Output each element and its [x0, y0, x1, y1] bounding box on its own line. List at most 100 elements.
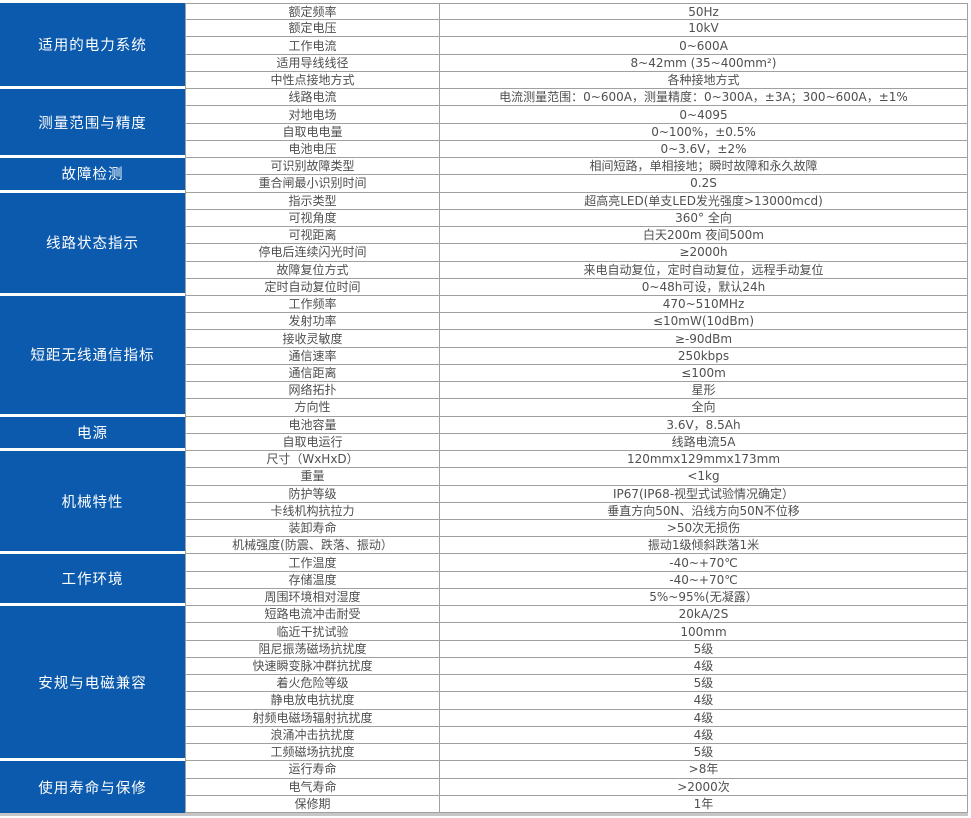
param-cell: 发射功率 [185, 313, 440, 331]
param-cell: 电池容量 [185, 416, 440, 434]
value-cell: 120mmx129mmx173mm [440, 451, 968, 469]
value-cell: ≥-90dBm [440, 330, 968, 348]
param-cell: 接收灵敏度 [185, 330, 440, 348]
value-cell: 线路电流5A [440, 433, 968, 452]
category-cell: 安规与电磁兼容 [0, 606, 185, 762]
value-cell: 0~48h可设，默认24h [440, 278, 968, 296]
value-cell: 3.6V，8.5Ah [440, 416, 968, 434]
category-cell: 故障检测 [0, 158, 185, 193]
value-cell: 100mm [440, 623, 968, 641]
value-cell: 5级 [440, 675, 968, 693]
value-cell: 0~100%，±0.5% [440, 123, 968, 141]
param-cell: 重量 [185, 468, 440, 486]
category-cell: 测量范围与精度 [0, 89, 185, 159]
value-cell: 相间短路，单相接地；瞬时故障和永久故障 [440, 158, 968, 176]
param-cell: 着火危险等级 [185, 675, 440, 693]
value-cell: 10kV [440, 20, 968, 38]
param-cell: 临近干扰试验 [185, 623, 440, 641]
category-cell: 适用的电力系统 [0, 3, 185, 90]
param-cell: 适用导线线径 [185, 54, 440, 72]
param-cell: 自取电运行 [185, 433, 440, 452]
param-cell: 卡线机构抗拉力 [185, 502, 440, 521]
category-cell: 线路状态指示 [0, 192, 185, 296]
param-cell: 重合闸最小识别时间 [185, 175, 440, 193]
value-cell: 超高亮LED(单支LED发光强度>13000mcd) [440, 192, 968, 210]
category-cell: 机械特性 [0, 451, 185, 555]
param-cell: 通信速率 [185, 347, 440, 365]
param-cell: 工频磁场抗扰度 [185, 744, 440, 762]
value-cell: ≤100m [440, 364, 968, 383]
value-cell: 各种接地方式 [440, 71, 968, 90]
value-cell: 0~3.6V，±2% [440, 140, 968, 159]
param-cell: 工作温度 [185, 554, 440, 572]
param-cell: 静电放电抗扰度 [185, 692, 440, 710]
param-cell: 保修期 [185, 795, 440, 813]
param-cell: 机械强度(防震、跌落、振动） [185, 537, 440, 555]
param-cell: 电气寿命 [185, 778, 440, 796]
param-cell: 故障复位方式 [185, 261, 440, 279]
value-cell: 250kbps [440, 347, 968, 365]
value-cell: >50次无损伤 [440, 520, 968, 538]
param-cell: 停电后连续闪光时间 [185, 244, 440, 262]
value-cell: IP67(IP68-视型式试验情况确定） [440, 485, 968, 503]
value-cell: 垂直方向50N、沿线方向50N不位移 [440, 502, 968, 521]
param-cell: 可视角度 [185, 209, 440, 228]
param-cell: 额定电压 [185, 20, 440, 38]
value-cell: -40~+70℃ [440, 571, 968, 589]
param-cell: 防护等级 [185, 485, 440, 503]
param-cell: 射频电磁场辐射抗扰度 [185, 709, 440, 727]
param-cell: 浪涌冲击抗扰度 [185, 726, 440, 745]
value-cell: 来电自动复位，定时自动复位，远程手动复位 [440, 261, 968, 279]
value-cell: 全向 [440, 399, 968, 417]
value-cell: ≤10mW(10dBm) [440, 313, 968, 331]
value-cell: 50Hz [440, 3, 968, 21]
param-cell: 工作电流 [185, 37, 440, 55]
value-cell: 5级 [440, 640, 968, 658]
param-cell: 阻尼振荡磁场抗扰度 [185, 640, 440, 658]
param-cell: 可识别故障类型 [185, 158, 440, 176]
value-cell: 0~600A [440, 37, 968, 55]
param-cell: 可视距离 [185, 227, 440, 245]
param-cell: 周围环境相对湿度 [185, 588, 440, 607]
value-cell: 1年 [440, 795, 968, 813]
param-cell: 通信距离 [185, 364, 440, 383]
category-cell: 电源 [0, 416, 185, 452]
value-cell: 星形 [440, 382, 968, 400]
value-cell: 4级 [440, 657, 968, 676]
param-cell: 快速瞬变脉冲群抗扰度 [185, 657, 440, 676]
value-cell: 20kA/2S [440, 606, 968, 624]
param-cell: 工作频率 [185, 295, 440, 314]
param-cell: 存储温度 [185, 571, 440, 589]
param-cell: 电池电压 [185, 140, 440, 159]
value-cell: 白天200m 夜间500m [440, 227, 968, 245]
param-cell: 方向性 [185, 399, 440, 417]
param-cell: 尺寸（WxHxD） [185, 451, 440, 469]
category-cell: 工作环境 [0, 554, 185, 607]
value-cell: ≥2000h [440, 244, 968, 262]
value-cell: <1kg [440, 468, 968, 486]
value-cell: 4级 [440, 726, 968, 745]
value-cell: -40~+70℃ [440, 554, 968, 572]
value-cell: 4级 [440, 692, 968, 710]
spec-table: 适用的电力系统 额定频率 50Hz 额定电压 10kV 工作电流 0~600A 适用导线线径 8… [0, 3, 968, 816]
value-cell: 470~510MHz [440, 295, 968, 314]
value-cell: 0~4095 [440, 106, 968, 124]
param-cell: 自取电电量 [185, 123, 440, 141]
value-cell: 振动1级倾斜跌落1米 [440, 537, 968, 555]
param-cell: 运行寿命 [185, 761, 440, 779]
value-cell: 5%~95%(无凝露） [440, 588, 968, 607]
param-cell: 网络拓扑 [185, 382, 440, 400]
param-cell: 定时自动复位时间 [185, 278, 440, 296]
value-cell: 电流测量范围：0~600A，测量精度：0~300A，±3A；300~600A，±… [440, 89, 968, 107]
param-cell: 线路电流 [185, 89, 440, 107]
value-cell: >8年 [440, 761, 968, 779]
value-cell: 5级 [440, 744, 968, 762]
param-cell: 装卸寿命 [185, 520, 440, 538]
value-cell: 360° 全向 [440, 209, 968, 228]
category-cell: 短距无线通信指标 [0, 295, 185, 417]
value-cell: 8~42mm (35~400mm²) [440, 54, 968, 72]
param-cell: 对地电场 [185, 106, 440, 124]
value-cell: 0.2S [440, 175, 968, 193]
value-cell: 4级 [440, 709, 968, 727]
value-cell: >2000次 [440, 778, 968, 796]
